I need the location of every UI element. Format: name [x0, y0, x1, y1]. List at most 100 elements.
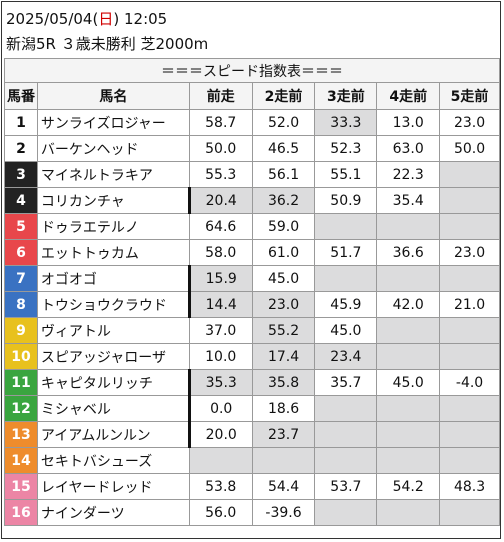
speed-value [376, 447, 441, 474]
table-row: 10 スピアッジャローザ 10.0 17.4 23.4 [4, 343, 500, 370]
speed-value: 23.0 [439, 239, 500, 266]
speed-value: 15.9 [187, 265, 253, 292]
horse-name: マイネルトラキア [36, 161, 190, 188]
speed-value: 58.7 [188, 109, 253, 136]
col-header-number: 馬番 [4, 82, 38, 110]
speed-value [439, 499, 500, 526]
horse-number: 2 [4, 135, 38, 162]
speed-value: 23.7 [251, 421, 316, 448]
horse-name: スピアッジャローザ [36, 343, 190, 370]
speed-value: 58.0 [188, 239, 253, 266]
speed-value [376, 213, 441, 240]
speed-value: 54.4 [251, 473, 316, 500]
speed-value: 14.4 [187, 291, 253, 318]
horse-number: 11 [4, 369, 38, 396]
horse-number: 4 [4, 187, 38, 214]
speed-value: 10.0 [188, 343, 253, 370]
speed-value: 21.0 [439, 291, 500, 318]
horse-number: 3 [4, 161, 38, 188]
horse-number: 15 [4, 473, 38, 500]
speed-value: -39.6 [251, 499, 316, 526]
speed-value [251, 447, 316, 474]
table-row: 3 マイネルトラキア 55.3 56.1 55.1 22.3 [4, 161, 500, 188]
horse-number: 8 [4, 291, 38, 318]
speed-value [439, 187, 500, 214]
speed-value: -4.0 [439, 369, 500, 396]
speed-value: 55.2 [251, 317, 316, 344]
speed-value: 53.7 [314, 473, 378, 500]
horse-name: アイアムルンルン [36, 421, 190, 448]
speed-value: 33.3 [314, 109, 378, 136]
speed-value [314, 499, 378, 526]
speed-value: 18.6 [251, 395, 316, 422]
speed-value [439, 161, 500, 188]
speed-value: 55.1 [314, 161, 378, 188]
horse-number: 12 [4, 395, 38, 422]
horse-name: セキトバシューズ [36, 447, 190, 474]
col-header-name: 馬名 [36, 82, 190, 110]
speed-value: 17.4 [251, 343, 316, 370]
speed-value [376, 265, 441, 292]
table-row: 14 セキトバシューズ [4, 447, 500, 474]
speed-value: 36.6 [376, 239, 441, 266]
speed-value: 20.0 [187, 421, 253, 448]
horse-number: 10 [4, 343, 38, 370]
column-header-row: 馬番 馬名 前走 2走前 3走前 4走前 5走前 [4, 82, 500, 110]
speed-value: 13.0 [376, 109, 441, 136]
horse-name: ミシャベル [36, 395, 190, 422]
speed-value: 48.3 [439, 473, 500, 500]
speed-value: 45.0 [376, 369, 441, 396]
speed-value: 23.0 [251, 291, 316, 318]
table-title: ＝＝＝スピード指数表＝＝＝ [4, 58, 500, 83]
speed-value: 52.0 [251, 109, 316, 136]
speed-index-table: ＝＝＝スピード指数表＝＝＝ 馬番 馬名 前走 2走前 3走前 4走前 5走前 1… [4, 58, 500, 526]
speed-value [439, 317, 500, 344]
horse-name: コリカンチャ [36, 187, 190, 214]
horse-number: 9 [4, 317, 38, 344]
speed-value: 59.0 [251, 213, 316, 240]
race-date: 2025/05/04 [6, 10, 93, 28]
table-row: 6 エットトゥカム 58.0 61.0 51.7 36.6 23.0 [4, 239, 500, 266]
horse-number: 16 [4, 499, 38, 526]
speed-value: 55.3 [188, 161, 253, 188]
speed-value: 35.4 [376, 187, 441, 214]
speed-value: 61.0 [251, 239, 316, 266]
speed-value [439, 343, 500, 370]
table-row: 5 ドゥラエテルノ 64.6 59.0 [4, 213, 500, 240]
speed-value [439, 447, 500, 474]
speed-value [376, 395, 441, 422]
speed-value [439, 395, 500, 422]
speed-value [439, 421, 500, 448]
race-info: 新潟5R ３歳未勝利 芝2000m [6, 35, 209, 53]
speed-value: 56.1 [251, 161, 316, 188]
race-time: 12:05 [123, 10, 168, 28]
col-header-2ago: 2走前 [251, 82, 316, 110]
speed-value: 45.0 [314, 317, 378, 344]
col-header-last: 前走 [188, 82, 253, 110]
horse-name: レイヤードレッド [36, 473, 190, 500]
speed-value: 42.0 [376, 291, 441, 318]
speed-value: 36.2 [251, 187, 316, 214]
day-of-week: (日) [92, 10, 120, 28]
table-row: 7 オゴオゴ 15.9 45.0 [4, 265, 500, 292]
horse-name: ナインダーツ [36, 499, 190, 526]
horse-name: ヴィアトル [36, 317, 190, 344]
speed-value: 35.7 [314, 369, 378, 396]
speed-value [439, 265, 500, 292]
horse-number: 7 [4, 265, 38, 292]
horse-number: 6 [4, 239, 38, 266]
speed-value: 56.0 [188, 499, 253, 526]
table-row: 16 ナインダーツ 56.0 -39.6 [4, 499, 500, 526]
horse-name: キャピタルリッチ [36, 369, 190, 396]
horse-name: トウショウクラウド [36, 291, 190, 318]
table-row: 13 アイアムルンルン 20.0 23.7 [4, 421, 500, 448]
horse-number: 5 [4, 213, 38, 240]
speed-value: 0.0 [187, 395, 253, 422]
speed-value: 35.3 [187, 369, 253, 396]
speed-value: 20.4 [187, 187, 253, 214]
col-header-4ago: 4走前 [376, 82, 441, 110]
table-row: 4 コリカンチャ 20.4 36.2 50.9 35.4 [4, 187, 500, 214]
col-header-5ago: 5走前 [439, 82, 500, 110]
speed-value [314, 265, 378, 292]
